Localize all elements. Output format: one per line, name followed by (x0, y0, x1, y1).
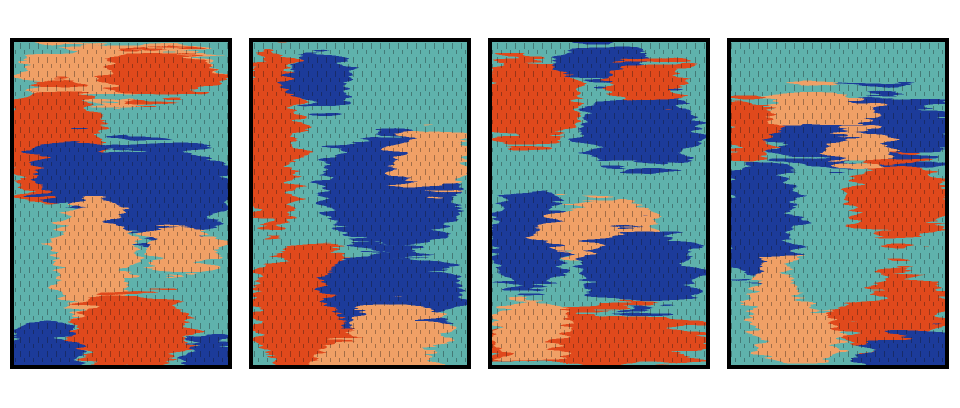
panel-frame (10, 38, 232, 369)
art-panel (729, 40, 947, 367)
texture-streaks (12, 40, 230, 367)
texture-streaks (490, 40, 708, 367)
art-panel (490, 40, 708, 367)
texture-streaks (729, 40, 947, 367)
panel-frame (249, 38, 471, 369)
texture-streaks (251, 40, 469, 367)
art-panel (12, 40, 230, 367)
panel-frame (488, 38, 710, 369)
art-panel (251, 40, 469, 367)
panel-frame (727, 38, 949, 369)
